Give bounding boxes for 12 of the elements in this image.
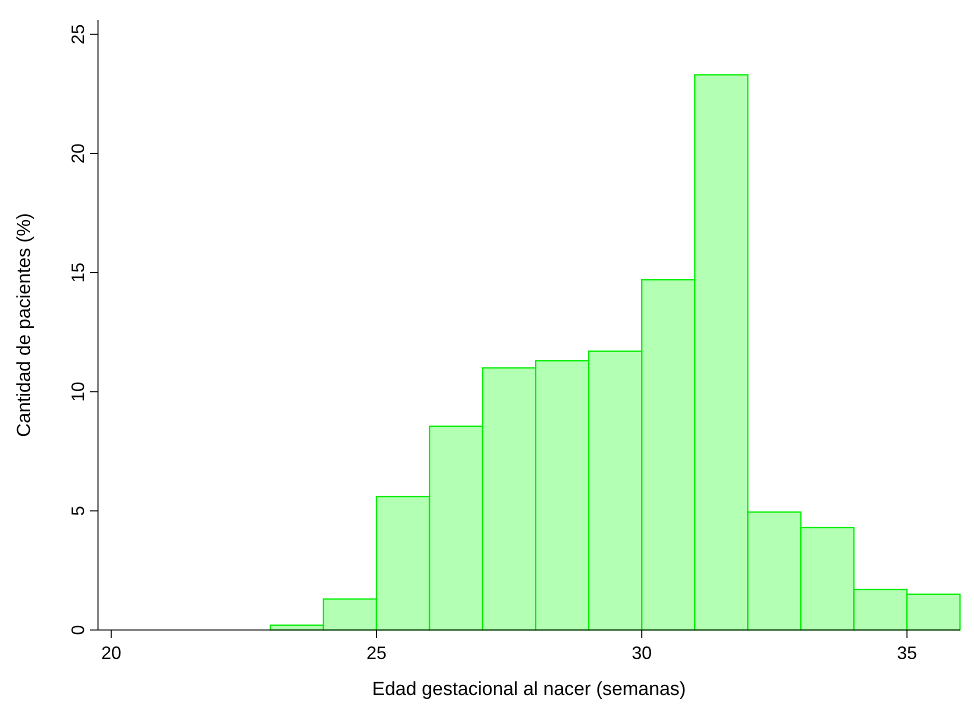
- x-axis-title: Edad gestacional al nacer (semanas): [372, 679, 686, 700]
- y-tick-label: 20: [68, 143, 88, 164]
- y-tick-label: 0: [68, 624, 88, 636]
- y-tick-label: 15: [68, 262, 88, 283]
- x-tick-label: 35: [896, 643, 917, 663]
- y-tick-label: 25: [68, 24, 88, 44]
- x-tick-label: 30: [632, 643, 652, 663]
- y-axis-title: Cantidad de pacientes (%): [14, 213, 35, 437]
- x-tick-label: 20: [101, 643, 122, 663]
- y-tick-label: 10: [68, 382, 88, 402]
- x-tick-label: 25: [366, 643, 387, 663]
- y-tick-label: 5: [68, 506, 88, 516]
